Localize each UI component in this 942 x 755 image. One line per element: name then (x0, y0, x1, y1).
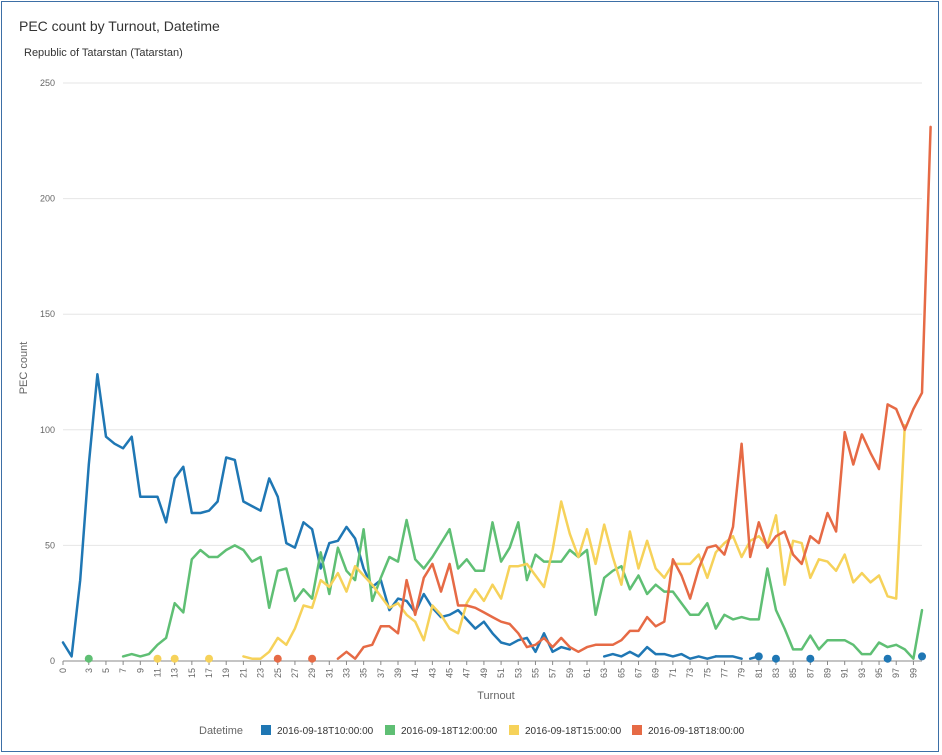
x-tick-label: 13 (170, 668, 180, 678)
grid-lines (63, 82, 922, 546)
x-tick-label: 63 (599, 668, 609, 678)
data-point (771, 654, 780, 663)
x-tick-label: 7 (118, 668, 128, 673)
legend-label: 2016-09-18T15:00:00 (525, 726, 622, 737)
x-tick-label: 29 (307, 668, 317, 678)
x-tick-label: 97 (891, 668, 901, 678)
chart-title: PEC count by Turnout, Datetime (19, 18, 220, 34)
series-lines (61, 125, 932, 663)
data-point (806, 654, 815, 663)
x-tick-label: 89 (823, 668, 833, 678)
x-tick-label: 11 (152, 668, 162, 677)
data-point (754, 652, 763, 661)
x-tick-label: 0 (58, 668, 68, 673)
x-tick-label: 59 (565, 668, 575, 678)
x-tick-label: 73 (685, 668, 695, 678)
x-tick-label: 85 (788, 668, 798, 678)
data-point (308, 654, 317, 663)
data-point (918, 652, 926, 661)
x-tick-label: 53 (513, 668, 523, 678)
series-3 (153, 423, 907, 663)
x-tick-label: 49 (479, 668, 489, 678)
x-tick-label: 51 (496, 668, 506, 678)
legend-label: 2016-09-18T12:00:00 (401, 726, 498, 737)
x-tick-label: 45 (445, 668, 455, 678)
x-tick-label: 21 (238, 668, 248, 678)
x-tick-label: 99 (908, 668, 918, 678)
x-tick-label: 87 (805, 668, 815, 678)
x-axis-title: Turnout (477, 690, 515, 702)
x-tick-label: 91 (840, 668, 850, 678)
x-tick-label: 81 (754, 668, 764, 678)
y-tick-label: 200 (40, 194, 55, 204)
x-tick-label: 25 (273, 668, 283, 678)
x-tick-label: 67 (634, 668, 644, 678)
x-tick-label: 95 (874, 668, 884, 678)
legend: Datetime 2016-09-18T10:00:00 2016-09-18T1… (199, 725, 745, 737)
data-point (205, 654, 214, 663)
data-point (170, 654, 179, 663)
data-point (883, 654, 892, 663)
x-tick-label: 33 (341, 668, 351, 678)
x-tick-label: 55 (530, 668, 540, 678)
x-tick-label: 35 (359, 668, 369, 678)
x-tick-label: 37 (376, 668, 386, 678)
x-tick-label: 43 (427, 668, 437, 678)
series-4 (273, 125, 932, 663)
x-tick-label: 15 (187, 668, 197, 678)
y-tick-label: 150 (40, 309, 55, 319)
series-1 (61, 373, 926, 663)
y-axis-title: PEC count (18, 342, 30, 395)
x-tick-label: 19 (221, 668, 231, 678)
x-tick-label: 79 (737, 668, 747, 678)
series-2 (84, 518, 924, 663)
x-tick-label: 57 (548, 668, 558, 678)
x-tick-label: 93 (857, 668, 867, 678)
x-tick-label: 17 (204, 668, 214, 678)
data-point (153, 654, 162, 663)
y-tick-label: 50 (45, 540, 55, 550)
legend-swatch (385, 725, 395, 735)
x-tick-label: 47 (462, 668, 472, 678)
series-line (714, 655, 743, 660)
x-tick-label: 9 (135, 668, 145, 673)
y-tick-label: 0 (50, 656, 55, 666)
series-line (242, 423, 907, 660)
legend-label: 2016-09-18T10:00:00 (277, 726, 374, 737)
x-tick-label: 41 (410, 668, 420, 678)
x-tick-label: 5 (101, 668, 111, 673)
x-tick-label: 23 (256, 668, 266, 678)
chart-subtitle: Republic of Tatarstan (Tatarstan) (24, 47, 183, 59)
x-tick-label: 77 (719, 668, 729, 678)
series-line (61, 373, 572, 658)
legend-label: 2016-09-18T18:00:00 (648, 726, 745, 737)
legend-title: Datetime (199, 725, 243, 737)
series-line (602, 645, 718, 660)
y-tick-label: 250 (40, 78, 55, 88)
x-tick-label: 61 (582, 668, 592, 678)
x-tick-label: 3 (84, 668, 94, 673)
legend-swatch (261, 725, 271, 735)
x-tick-label: 83 (771, 668, 781, 678)
legend-swatch (509, 725, 519, 735)
legend-swatch (632, 725, 642, 735)
data-point (84, 654, 93, 663)
x-tick-label: 39 (393, 668, 403, 678)
y-tick-label: 100 (40, 425, 55, 435)
x-tick-label: 31 (324, 668, 334, 678)
x-tick-label: 69 (651, 668, 661, 678)
x-tick-label: 75 (702, 668, 712, 678)
x-tick-label: 71 (668, 668, 678, 678)
data-point (273, 654, 282, 663)
x-tick-label: 27 (290, 668, 300, 678)
series-line (336, 125, 932, 660)
x-tick-label: 65 (616, 668, 626, 678)
series-line (121, 518, 924, 660)
